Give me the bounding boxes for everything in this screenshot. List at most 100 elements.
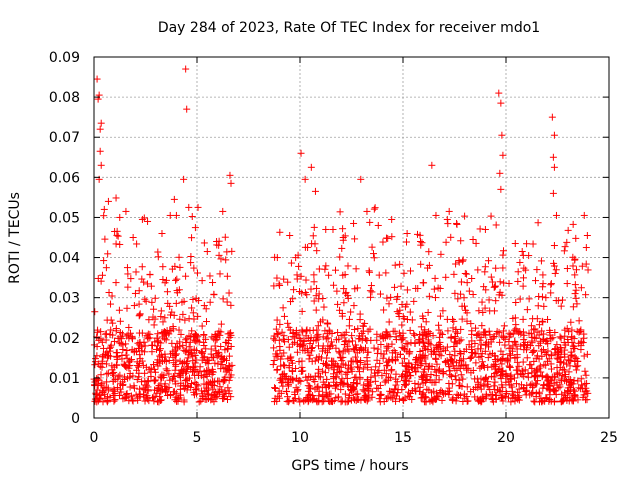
data-point bbox=[206, 298, 214, 306]
data-point bbox=[307, 345, 315, 353]
data-point bbox=[457, 336, 465, 344]
data-point bbox=[376, 381, 384, 389]
data-point bbox=[301, 289, 309, 297]
data-point bbox=[353, 380, 361, 388]
data-point bbox=[384, 394, 392, 402]
data-point bbox=[299, 367, 307, 375]
data-point bbox=[109, 331, 117, 339]
data-point bbox=[127, 392, 135, 400]
data-point bbox=[468, 337, 476, 345]
data-point bbox=[550, 373, 558, 381]
data-point bbox=[163, 331, 171, 339]
data-point bbox=[539, 271, 547, 279]
data-point bbox=[530, 397, 538, 405]
data-point bbox=[219, 378, 227, 386]
data-point bbox=[442, 238, 450, 246]
data-point bbox=[493, 368, 501, 376]
data-point bbox=[458, 382, 466, 390]
data-point bbox=[346, 391, 354, 399]
data-point bbox=[355, 396, 363, 404]
data-point bbox=[344, 262, 352, 270]
data-point bbox=[519, 328, 527, 336]
data-point bbox=[495, 386, 503, 394]
data-point bbox=[317, 373, 325, 381]
data-point bbox=[336, 349, 344, 357]
data-point bbox=[426, 397, 434, 405]
data-point bbox=[373, 336, 381, 344]
data-point bbox=[299, 328, 307, 336]
data-point bbox=[130, 347, 138, 355]
data-point bbox=[327, 338, 335, 346]
data-point bbox=[119, 381, 127, 389]
data-point bbox=[281, 338, 289, 346]
data-point bbox=[296, 398, 304, 406]
data-point bbox=[411, 385, 419, 393]
data-point bbox=[364, 327, 372, 335]
data-point bbox=[571, 357, 579, 365]
data-point bbox=[422, 331, 430, 339]
data-point bbox=[301, 175, 309, 183]
data-point bbox=[528, 334, 536, 342]
data-point bbox=[325, 345, 333, 353]
data-point bbox=[287, 353, 295, 361]
data-point bbox=[333, 362, 341, 370]
data-point bbox=[148, 348, 156, 356]
data-point bbox=[352, 341, 360, 349]
data-point bbox=[574, 396, 582, 404]
data-point bbox=[477, 333, 485, 341]
data-point bbox=[270, 356, 278, 364]
data-point bbox=[141, 348, 149, 356]
data-point bbox=[319, 367, 327, 375]
data-point bbox=[97, 335, 105, 343]
data-point bbox=[179, 310, 187, 318]
data-point bbox=[125, 397, 133, 405]
data-point bbox=[417, 394, 425, 402]
data-point bbox=[203, 357, 211, 365]
data-point bbox=[478, 358, 486, 366]
data-point bbox=[136, 359, 144, 367]
data-point bbox=[341, 338, 349, 346]
data-point bbox=[363, 397, 371, 405]
data-point bbox=[480, 362, 488, 370]
data-point bbox=[194, 312, 202, 320]
data-point bbox=[505, 377, 513, 385]
data-point bbox=[172, 276, 180, 284]
data-point bbox=[99, 388, 107, 396]
data-point bbox=[224, 384, 232, 392]
data-point bbox=[298, 307, 306, 315]
data-point bbox=[468, 330, 476, 338]
data-point bbox=[388, 349, 396, 357]
data-point bbox=[226, 330, 234, 338]
data-point bbox=[433, 360, 441, 368]
data-point bbox=[560, 247, 568, 255]
data-point bbox=[355, 368, 363, 376]
data-point bbox=[391, 261, 399, 269]
data-point bbox=[187, 259, 195, 267]
data-point bbox=[199, 393, 207, 401]
data-point bbox=[116, 240, 124, 248]
data-point bbox=[158, 229, 166, 237]
data-point bbox=[219, 207, 227, 215]
data-point bbox=[110, 337, 118, 345]
data-point bbox=[351, 325, 359, 333]
data-point bbox=[341, 390, 349, 398]
data-point bbox=[485, 296, 493, 304]
data-point bbox=[296, 335, 304, 343]
data-point bbox=[211, 359, 219, 367]
data-point bbox=[165, 370, 173, 378]
data-point bbox=[547, 280, 555, 288]
data-point bbox=[396, 329, 404, 337]
data-point bbox=[277, 362, 285, 370]
data-point bbox=[347, 308, 355, 316]
data-point bbox=[154, 330, 162, 338]
data-point bbox=[515, 385, 523, 393]
data-point bbox=[581, 388, 589, 396]
data-point bbox=[155, 398, 163, 406]
data-point bbox=[467, 320, 475, 328]
data-point bbox=[179, 341, 187, 349]
data-point bbox=[215, 327, 223, 335]
data-point bbox=[345, 315, 353, 323]
data-point bbox=[292, 254, 300, 262]
data-point bbox=[124, 270, 132, 278]
data-point bbox=[325, 271, 333, 279]
